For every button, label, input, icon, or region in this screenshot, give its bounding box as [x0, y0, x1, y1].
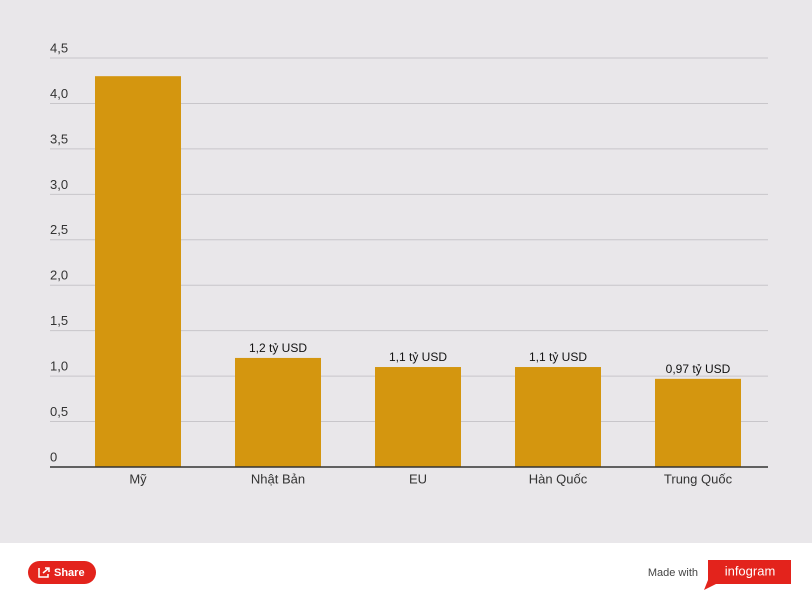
infogram-logo[interactable]: infogram: [704, 560, 791, 590]
x-tick-label: EU: [409, 471, 427, 486]
value-label: 1,1 tỷ USD: [529, 350, 587, 364]
x-tick-label: Hàn Quốc: [529, 471, 588, 486]
bar: [235, 357, 321, 467]
bar: [95, 76, 181, 467]
x-tick-label: Mỹ: [129, 471, 147, 486]
value-label: 1,1 tỷ USD: [389, 350, 447, 364]
x-tick-label: Trung Quốc: [664, 471, 733, 486]
y-tick-label: 0: [50, 449, 57, 464]
y-tick-label: 3,0: [50, 177, 68, 192]
share-icon[interactable]: [38, 567, 50, 578]
share-label[interactable]: Share: [54, 567, 85, 579]
share-button-bg[interactable]: [28, 561, 96, 584]
bar: [375, 367, 461, 467]
y-tick-label: 3,5: [50, 131, 68, 146]
y-tick-label: 1,0: [50, 359, 68, 374]
y-tick-label: 2,0: [50, 268, 68, 283]
infogram-flag[interactable]: [704, 560, 791, 590]
y-tick-label: 2,5: [50, 222, 68, 237]
plot: 0 0,5 1,0 1,5 2,0 2,5 3,0 3,5 4,0 4,5 Mỹ Nhật Bản 1,…: [50, 40, 768, 486]
value-label: 0,97 tỷ USD: [666, 362, 731, 376]
y-tick-label: 0,5: [50, 404, 68, 419]
y-tick-label: 4,5: [50, 40, 68, 55]
bar: [655, 378, 741, 467]
y-tick-label: 4,0: [50, 86, 68, 101]
y-tick-label: 1,5: [50, 313, 68, 328]
infogram-brand[interactable]: infogram: [725, 563, 776, 578]
share-button[interactable]: Share: [28, 561, 96, 584]
made-with: Made with: [648, 567, 698, 579]
value-label: 1,2 tỷ USD: [249, 341, 307, 355]
bar: [515, 367, 601, 467]
x-tick-label: Nhật Bản: [251, 471, 305, 486]
